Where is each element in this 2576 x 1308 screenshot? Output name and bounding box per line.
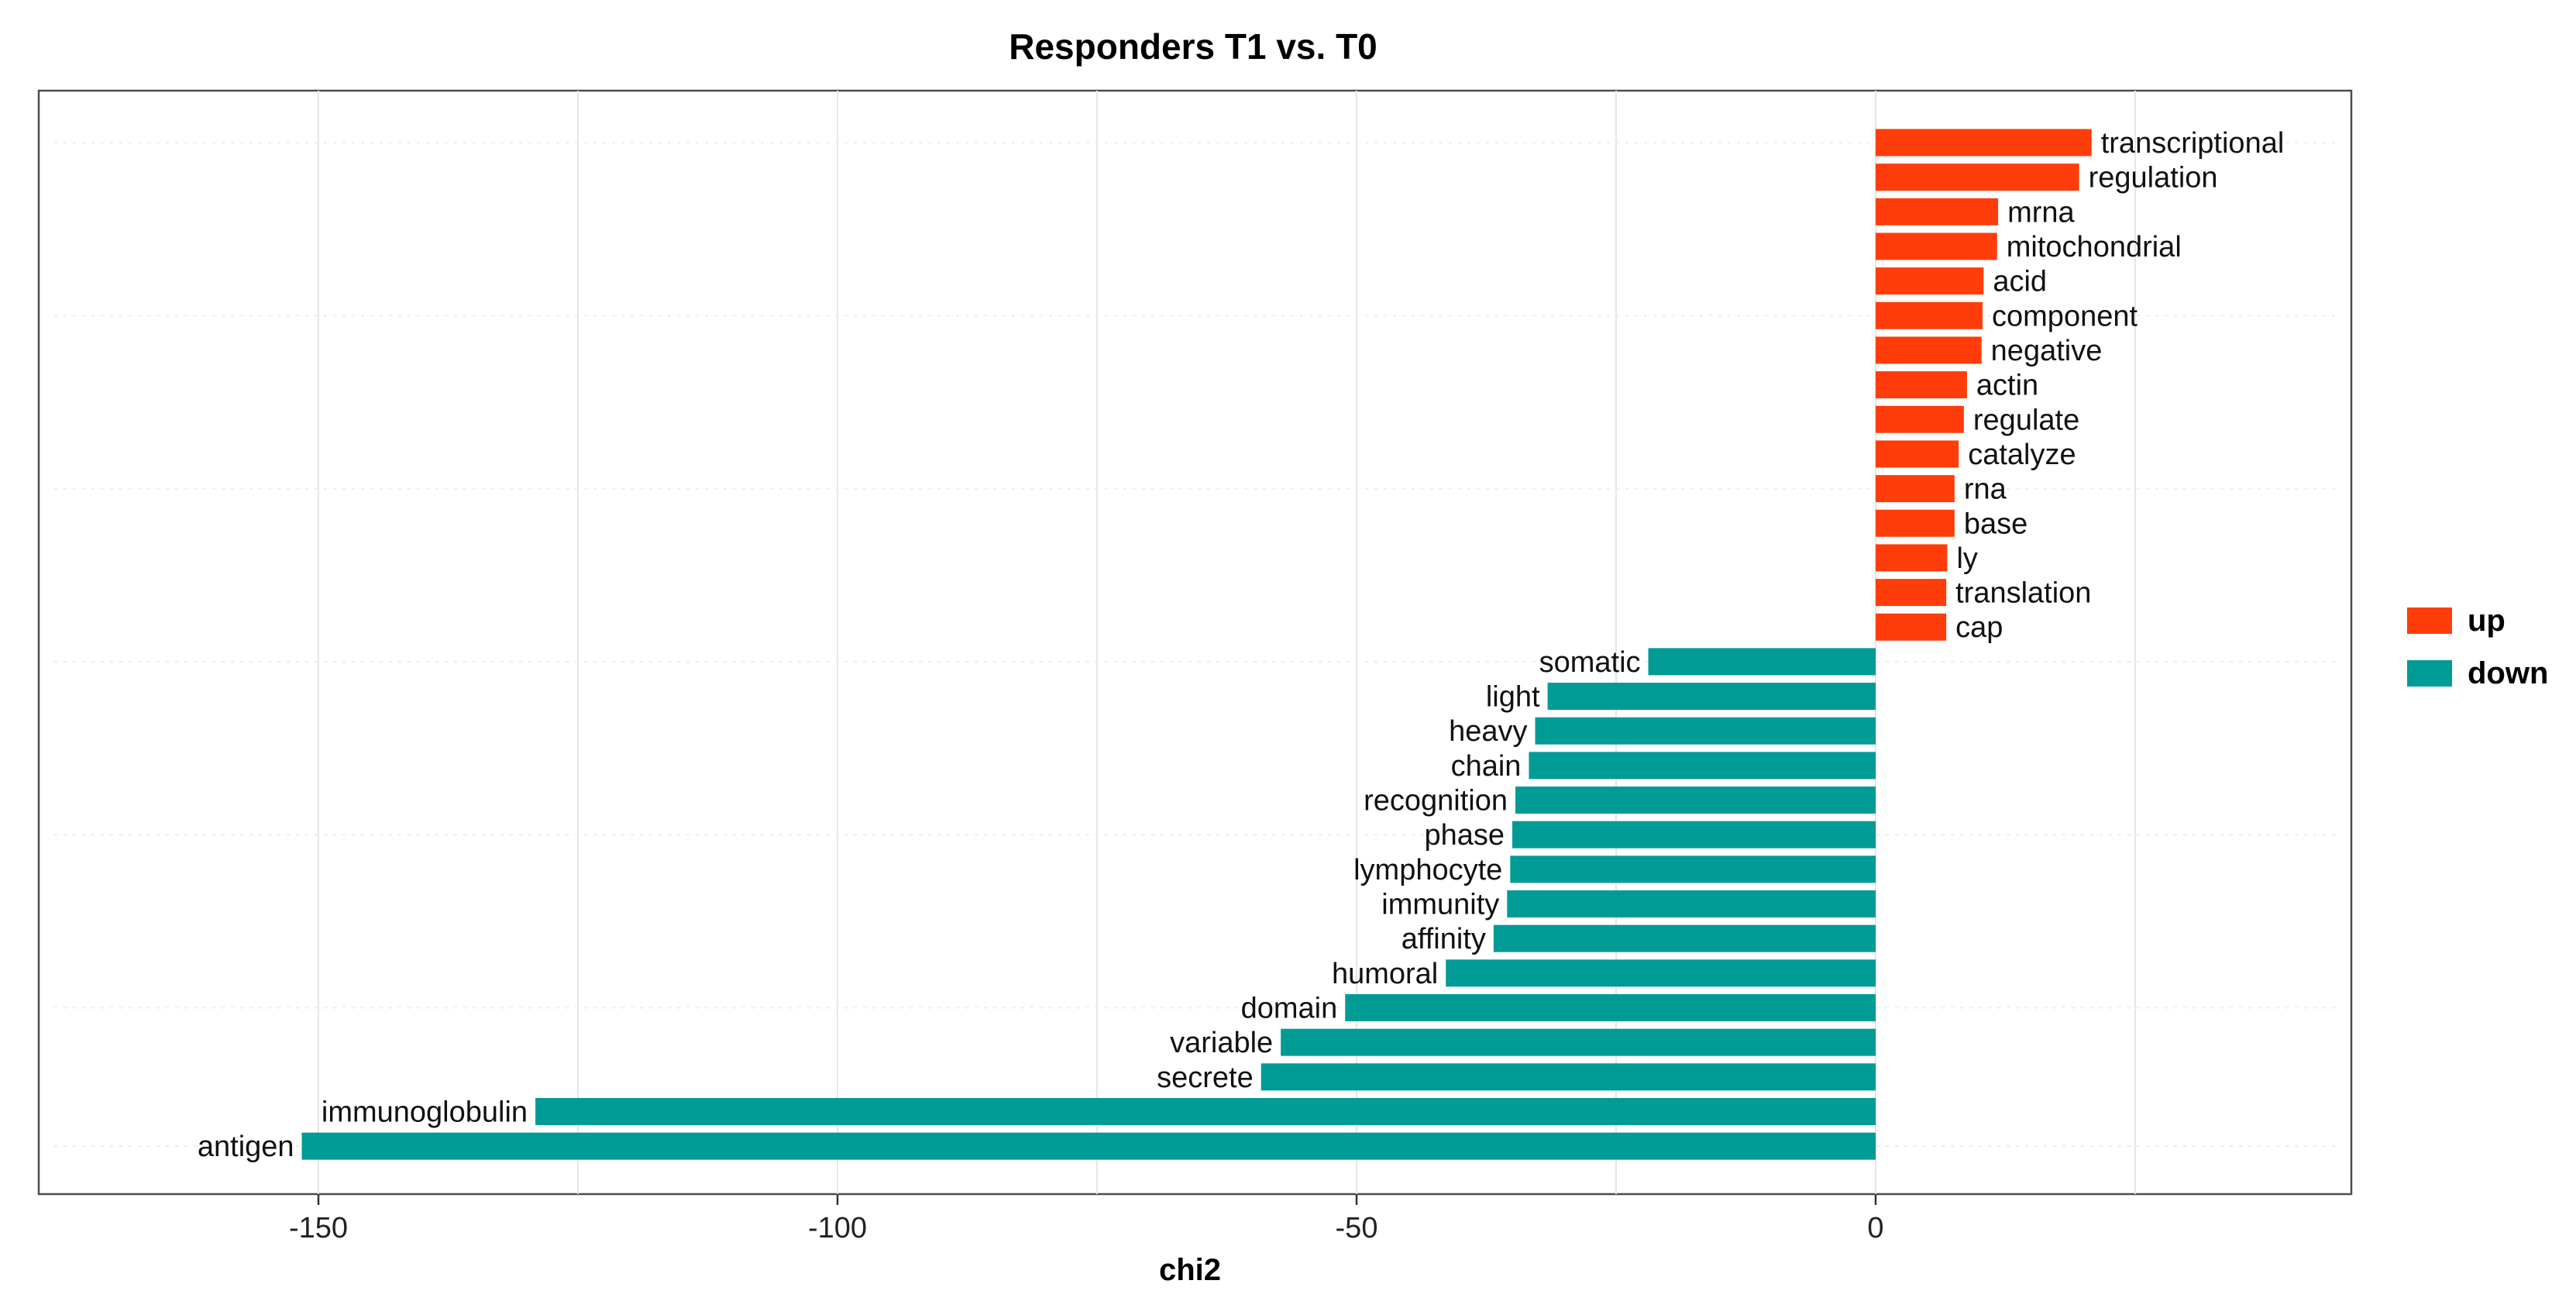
bar-acid bbox=[1876, 267, 1984, 295]
legend-key-up bbox=[2407, 608, 2452, 634]
bar-transcriptional bbox=[1876, 129, 2092, 157]
bars bbox=[301, 129, 2092, 1160]
bar-label-negative: negative bbox=[1991, 335, 2103, 367]
x-tick-label-3: 0 bbox=[1867, 1212, 1883, 1244]
chart-title: Responders T1 vs. T0 bbox=[1009, 26, 1377, 67]
x-tick-label-0: -150 bbox=[289, 1212, 348, 1244]
bar-label-humoral: humoral bbox=[1332, 958, 1438, 990]
x-tick-label-1: -100 bbox=[808, 1212, 867, 1244]
bar-regulation bbox=[1876, 164, 2079, 191]
bar-light bbox=[1547, 683, 1876, 711]
bar-cap bbox=[1876, 613, 1947, 641]
bar-regulate bbox=[1876, 405, 1964, 433]
bar-label-lymphocyte: lymphocyte bbox=[1353, 854, 1502, 886]
bar-domain bbox=[1345, 994, 1876, 1021]
bar-translation bbox=[1876, 579, 1947, 607]
bar-label-acid: acid bbox=[1993, 266, 2047, 298]
bar-rna bbox=[1876, 475, 1955, 503]
bar-label-recognition: recognition bbox=[1364, 785, 1508, 818]
bar-label-translation: translation bbox=[1955, 577, 2091, 610]
x-axis: -150 -100 -50 0 bbox=[289, 1194, 1884, 1244]
bar-label-regulate: regulate bbox=[1973, 404, 2079, 436]
bar-immunoglobulin bbox=[535, 1097, 1876, 1125]
x-tick-label-2: -50 bbox=[1336, 1212, 1378, 1244]
bar-label-heavy: heavy bbox=[1449, 715, 1527, 748]
bar-antigen bbox=[301, 1132, 1876, 1160]
bar-recognition bbox=[1515, 787, 1876, 814]
bar-affinity bbox=[1493, 924, 1876, 952]
bar-variable bbox=[1281, 1028, 1876, 1056]
bar-label-variable: variable bbox=[1170, 1027, 1273, 1059]
bar-label-actin: actin bbox=[1976, 370, 2038, 402]
bar-humoral bbox=[1446, 959, 1876, 987]
bar-actin bbox=[1876, 371, 1967, 399]
bar-label-regulation: regulation bbox=[2089, 162, 2218, 194]
bar-label-chain: chain bbox=[1451, 750, 1522, 783]
bar-ly bbox=[1876, 544, 1948, 572]
bar-label-immunity: immunity bbox=[1381, 889, 1499, 921]
legend: up down bbox=[2407, 604, 2548, 690]
bar-mrna bbox=[1876, 198, 1999, 225]
bar-label-domain: domain bbox=[1241, 993, 1338, 1025]
bar-label-phase: phase bbox=[1424, 819, 1505, 852]
bar-label-immunoglobulin: immunoglobulin bbox=[322, 1096, 528, 1128]
bar-label-mitochondrial: mitochondrial bbox=[2007, 231, 2182, 263]
legend-label-down: down bbox=[2468, 656, 2548, 690]
bar-catalyze bbox=[1876, 440, 1959, 468]
bar-negative bbox=[1876, 336, 1982, 364]
bar-label-somatic: somatic bbox=[1539, 646, 1641, 679]
bar-label-transcriptional: transcriptional bbox=[2101, 127, 2285, 160]
bar-mitochondrial bbox=[1876, 232, 1997, 260]
bar-somatic bbox=[1648, 648, 1876, 676]
bar-base bbox=[1876, 509, 1955, 537]
bar-label-mrna: mrna bbox=[2007, 196, 2075, 229]
x-axis-title: chi2 bbox=[1159, 1253, 1221, 1287]
bar-label-secrete: secrete bbox=[1157, 1062, 1254, 1094]
bar-phase bbox=[1512, 821, 1876, 848]
bar-label-ly: ly bbox=[1956, 542, 1977, 575]
bar-heavy bbox=[1535, 717, 1876, 745]
bar-label-antigen: antigen bbox=[198, 1131, 294, 1163]
bar-label-affinity: affinity bbox=[1401, 923, 1486, 955]
legend-key-down bbox=[2407, 660, 2452, 687]
bar-component bbox=[1876, 301, 1983, 329]
bar-immunity bbox=[1507, 890, 1876, 918]
bar-label-catalyze: catalyze bbox=[1968, 439, 2076, 471]
bar-secrete bbox=[1260, 1063, 1876, 1091]
bar-label-base: base bbox=[1964, 508, 2027, 540]
bar-lymphocyte bbox=[1510, 855, 1876, 883]
bar-chain bbox=[1529, 752, 1876, 780]
bar-label-light: light bbox=[1486, 681, 1540, 714]
bar-label-component: component bbox=[1992, 300, 2137, 332]
bar-label-rna: rna bbox=[1964, 473, 2007, 506]
legend-label-up: up bbox=[2468, 604, 2505, 638]
bar-label-cap: cap bbox=[1955, 611, 2003, 644]
